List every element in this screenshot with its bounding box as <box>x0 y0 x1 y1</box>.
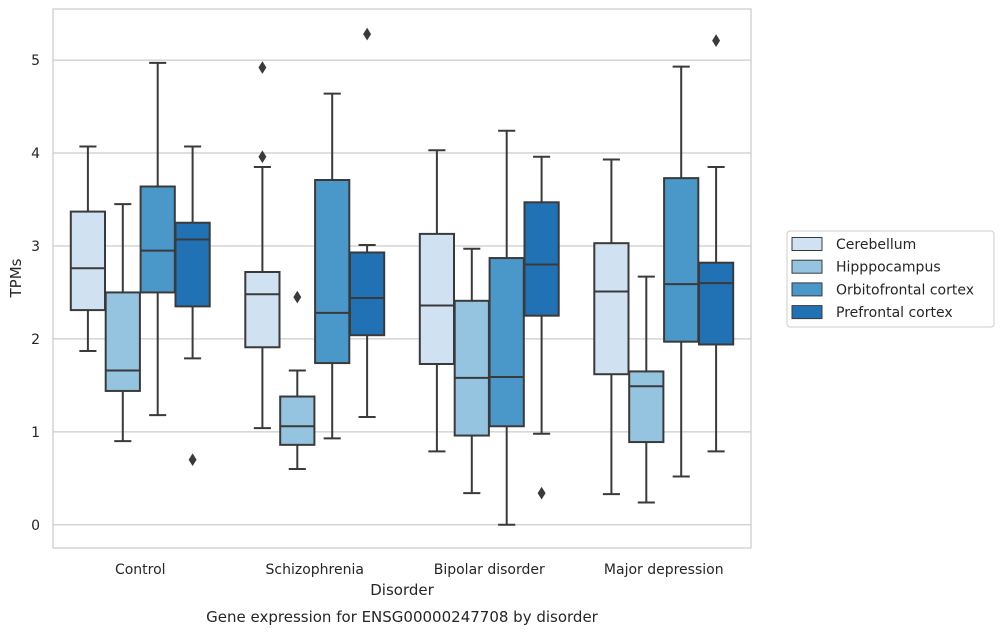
box-iqr <box>697 261 735 346</box>
box-prefrontal-cortex <box>174 145 211 467</box>
plot-frame <box>52 8 752 549</box>
outlier-point <box>537 486 546 500</box>
x-tick-label: Control <box>115 562 166 578</box>
box-iqr <box>593 242 630 376</box>
box-cerebellum <box>244 61 281 430</box>
box-cerebellum <box>418 149 456 453</box>
legend-swatch <box>791 259 823 274</box>
legend-label: Hipppocampus <box>836 260 941 276</box>
legend-label: Prefrontal cortex <box>836 305 953 321</box>
y-tick-label: 0 <box>31 518 40 534</box>
outlier-point <box>258 61 267 74</box>
y-tick-label: 4 <box>31 146 40 162</box>
y-tick-label: 3 <box>31 239 40 255</box>
outlier-point <box>363 27 372 41</box>
box-iqr <box>104 291 141 392</box>
plot-area <box>69 27 735 526</box>
box-prefrontal-cortex <box>523 155 560 500</box>
legend-swatch <box>791 305 823 320</box>
box-hipppocampus <box>453 247 490 495</box>
y-tick-label: 1 <box>31 425 40 441</box>
box-iqr <box>174 221 211 308</box>
box-hipppocampus <box>104 203 141 443</box>
box-iqr <box>453 299 490 437</box>
outlier-point <box>258 150 267 164</box>
box-orbitofrontal-cortex <box>139 61 176 417</box>
outlier-point <box>293 290 302 304</box>
box-iqr <box>628 370 665 444</box>
box-iqr <box>314 178 351 365</box>
box-iqr <box>523 201 560 317</box>
legend-frame <box>786 230 995 328</box>
x-tick-labels: Control Schizophrenia Bipolar disorder Majo… <box>115 562 724 578</box>
x-axis-label: Disorder <box>370 581 434 599</box>
box-iqr <box>488 257 525 428</box>
legend-label: Orbitofrontal cortex <box>836 282 974 298</box>
x-tick-label: Major depression <box>604 562 724 578</box>
box-orbitofrontal-cortex <box>488 129 525 526</box>
box-iqr <box>348 251 386 337</box>
box-prefrontal-cortex <box>348 27 386 418</box>
box-iqr <box>244 270 281 349</box>
box-iqr <box>663 177 700 343</box>
y-tick-labels: 0 1 2 3 4 5 <box>31 53 40 534</box>
box-cerebellum <box>593 158 630 496</box>
x-tick-label: Schizophrenia <box>266 562 364 578</box>
legend: Cerebellum Hipppocampus Orbitofrontal cort… <box>786 230 995 328</box>
y-tick-label: 2 <box>31 332 40 348</box>
box-iqr <box>279 395 316 446</box>
y-tick-label: 5 <box>31 53 40 69</box>
legend-swatch <box>791 282 823 297</box>
box-prefrontal-cortex <box>697 34 735 453</box>
y-axis-label: TPMs <box>7 258 25 298</box>
box-iqr <box>418 232 456 365</box>
x-tick-label: Bipolar disorder <box>434 562 545 578</box>
box-iqr <box>139 185 176 294</box>
box-hipppocampus <box>628 275 665 504</box>
box-hipppocampus <box>279 290 316 471</box>
box-orbitofrontal-cortex <box>663 65 700 478</box>
outlier-point <box>712 34 721 47</box>
outlier-point <box>188 453 197 467</box>
chart-caption: Gene expression for ENSG00000247708 by d… <box>206 608 599 626</box>
box-orbitofrontal-cortex <box>314 92 351 440</box>
legend-label: Cerebellum <box>836 237 916 253</box>
box-cerebellum <box>69 145 107 352</box>
box-iqr <box>69 210 107 312</box>
legend-swatch <box>791 237 823 251</box>
